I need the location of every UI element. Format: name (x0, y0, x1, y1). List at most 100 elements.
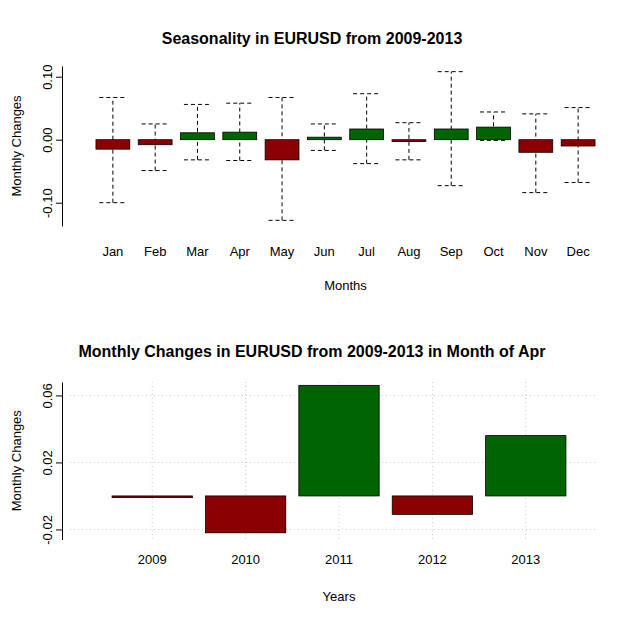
x-tick: 2010 (231, 552, 260, 567)
whisker-cap-high (99, 97, 126, 98)
y-axis: -0.02 0.02 0.06 (40, 383, 63, 545)
bar (561, 140, 595, 146)
bar (96, 140, 130, 149)
y-tick-mark (56, 77, 62, 78)
whisker-cap-low (438, 185, 465, 186)
bar (350, 129, 384, 140)
x-tick: Jan (102, 244, 123, 259)
whisker-cap-low (395, 159, 422, 160)
whisker-cap-low (142, 170, 169, 171)
x-tick-label: Sep (440, 244, 463, 259)
whisker-cap-high (226, 103, 253, 104)
whisker-cap-low (184, 159, 211, 160)
whisker (535, 114, 536, 193)
bar (392, 140, 426, 142)
y-tick-label: 0.06 (40, 383, 55, 408)
whisker-cap-low (99, 202, 126, 203)
y-axis-title: Monthly Changes (9, 95, 24, 197)
x-tick-label: Apr (230, 244, 251, 259)
y-tick-mark (56, 140, 62, 141)
y-tick: -0.02 (40, 515, 62, 545)
x-tick: 2009 (138, 552, 167, 567)
y-tick: 0.06 (40, 383, 62, 408)
grid (70, 382, 598, 540)
y-tick-label: 0.10 (40, 65, 55, 90)
y-tick-label: -0.10 (40, 188, 55, 218)
x-tick-label: 2009 (138, 552, 167, 567)
x-tick-label: Nov (524, 244, 548, 259)
y-tick-mark (56, 529, 62, 530)
x-tick-label: Jan (102, 244, 123, 259)
bar (223, 132, 257, 140)
x-tick-label: Feb (144, 244, 166, 259)
x-tick: Apr (230, 244, 251, 259)
y-tick: 0.02 (40, 450, 62, 475)
y-tick-label: -0.02 (40, 515, 55, 545)
x-tick-label: Jun (314, 244, 335, 259)
x-axis: 2009 2010 2011 2012 2013 (138, 552, 540, 567)
bar (486, 436, 566, 496)
bar (307, 137, 341, 140)
y-axis-line (62, 383, 63, 541)
y-tick-mark (56, 395, 62, 396)
whisker-cap-low (269, 220, 296, 221)
y-axis-line (62, 67, 63, 227)
whisker-cap-low (353, 163, 380, 164)
figure: Seasonality in EURUSD from 2009-2013 -0.1… (0, 0, 624, 624)
x-tick-label: May (270, 244, 295, 259)
whisker-cap-high (522, 113, 549, 114)
whisker-cap-high (438, 71, 465, 72)
grid-line-x (432, 382, 433, 540)
x-tick: 2012 (418, 552, 447, 567)
x-tick: Oct (483, 244, 504, 259)
y-tick-mark (56, 462, 62, 463)
whisker-cap-high (353, 93, 380, 94)
x-tick-label: 2013 (511, 552, 540, 567)
bar (519, 140, 553, 153)
x-tick: Sep (440, 244, 463, 259)
x-tick: Jun (314, 244, 335, 259)
x-tick: Dec (567, 244, 591, 259)
x-tick-label: Dec (567, 244, 591, 259)
x-tick: Aug (397, 244, 420, 259)
whisker-cap-high (395, 122, 422, 123)
grid-line-y (70, 529, 598, 530)
x-axis-title: Years (323, 589, 356, 604)
x-tick: Nov (524, 244, 548, 259)
whisker-cap-low (311, 150, 338, 151)
whisker (112, 97, 113, 202)
x-tick: Jul (358, 244, 375, 259)
bar (265, 140, 299, 160)
chart-title: Seasonality in EURUSD from 2009-2013 (162, 30, 463, 47)
x-tick-label: 2011 (325, 552, 353, 567)
y-tick: 0.10 (40, 65, 62, 90)
y-tick-label: 0.02 (40, 450, 55, 475)
bar (138, 140, 172, 145)
chart: Seasonality in EURUSD from 2009-2013 -0.1… (9, 30, 595, 293)
bar (205, 496, 285, 533)
bar (112, 496, 192, 498)
grid-line-x (152, 382, 153, 540)
x-axis-title: Months (324, 278, 367, 293)
x-tick: 2011 (325, 552, 353, 567)
bar (392, 496, 472, 514)
x-tick-label: Jul (358, 244, 375, 259)
whisker-cap-high (269, 97, 296, 98)
whisker-cap-high (565, 107, 592, 108)
whisker-cap-high (311, 123, 338, 124)
chart: Monthly Changes in EURUSD from 2009-2013… (9, 343, 598, 604)
whisker-cap-high (184, 104, 211, 105)
bar (434, 129, 468, 140)
whisker-cap-low (565, 182, 592, 183)
x-tick: Feb (144, 244, 166, 259)
y-axis-title: Monthly Changes (9, 410, 24, 512)
y-tick: 0.00 (40, 128, 62, 153)
bar (181, 133, 215, 140)
whisker-cap-high (142, 123, 169, 124)
bar (299, 385, 379, 496)
y-tick-label: 0.00 (40, 128, 55, 153)
whisker (155, 124, 156, 171)
whisker-cap-low (522, 192, 549, 193)
bar (477, 127, 511, 140)
x-tick-label: Aug (397, 244, 420, 259)
